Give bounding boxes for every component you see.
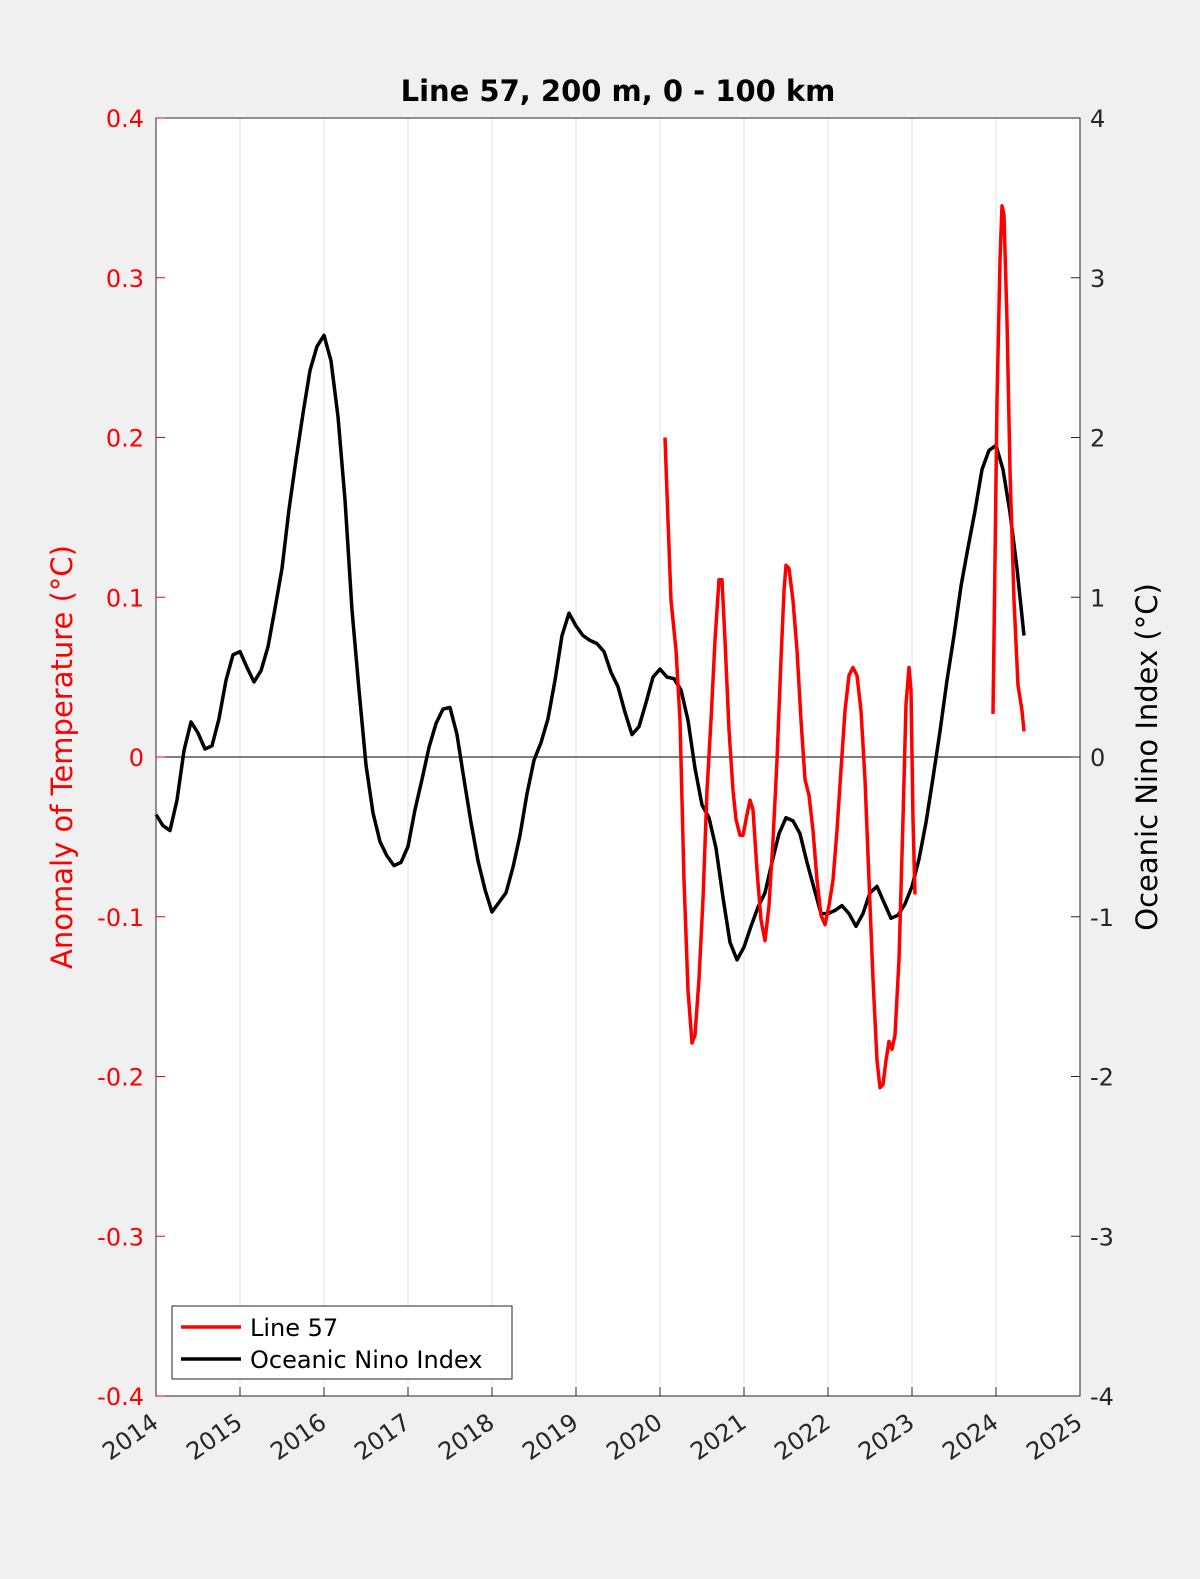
legend: Line 57 Oceanic Nino Index [171,1305,513,1380]
y-right-tick-label: -2 [1090,1064,1114,1092]
x-tick-label: 2015 [181,1408,247,1466]
y-right-tick-label: -3 [1090,1223,1114,1251]
y-left-tick-label: -0.1 [97,904,144,932]
y-right-tick-label: 3 [1090,265,1105,293]
y-right-tick-label: 1 [1090,584,1105,612]
x-tick-label: 2023 [853,1408,919,1466]
y-right-tick-label: 2 [1090,425,1105,453]
x-tick-label: 2017 [349,1408,415,1466]
y-right-tick-label: -1 [1090,904,1114,932]
y-axis-right-label: Oceanic Nino Index (°C) [1130,583,1164,931]
y-left-tick-label: -0.4 [97,1383,144,1411]
y-axis-left-label: Anomaly of Temperature (°C) [45,545,79,969]
x-tick-label: 2019 [517,1408,583,1466]
y-right-tick-label: -4 [1090,1383,1114,1411]
y-right-tick-label: 0 [1090,744,1105,772]
legend-box [171,1305,513,1380]
y-right-tick-label: 4 [1090,105,1105,133]
x-tick-label: 2020 [601,1408,667,1466]
legend-label-line57: Line 57 [250,1314,338,1342]
x-tick-label: 2021 [685,1408,751,1466]
x-tick-label: 2014 [97,1408,163,1466]
y-left-tick-label: 0.2 [106,425,144,453]
x-tick-label: 2025 [1021,1408,1087,1466]
x-tick-label: 2016 [265,1408,331,1466]
x-tick-label: 2024 [937,1408,1003,1466]
y-left-tick-label: -0.3 [97,1223,144,1251]
x-tick-label: 2018 [433,1408,499,1466]
y-left-tick-label: 0.1 [106,584,144,612]
chart-title: Line 57, 200 m, 0 - 100 km [401,74,836,108]
x-tick-label: 2022 [769,1408,835,1466]
series-group [154,204,1026,1090]
y-left-tick-label: -0.2 [97,1064,144,1092]
y-left-tick-label: 0 [129,744,144,772]
y-left-tick-label: 0.3 [106,265,144,293]
y-left-tick-label: 0.4 [106,105,144,133]
series-line-oceanic-nino-index [154,333,1026,962]
legend-label-oni: Oceanic Nino Index [250,1346,482,1374]
series-line-line-57 [663,204,1026,1090]
